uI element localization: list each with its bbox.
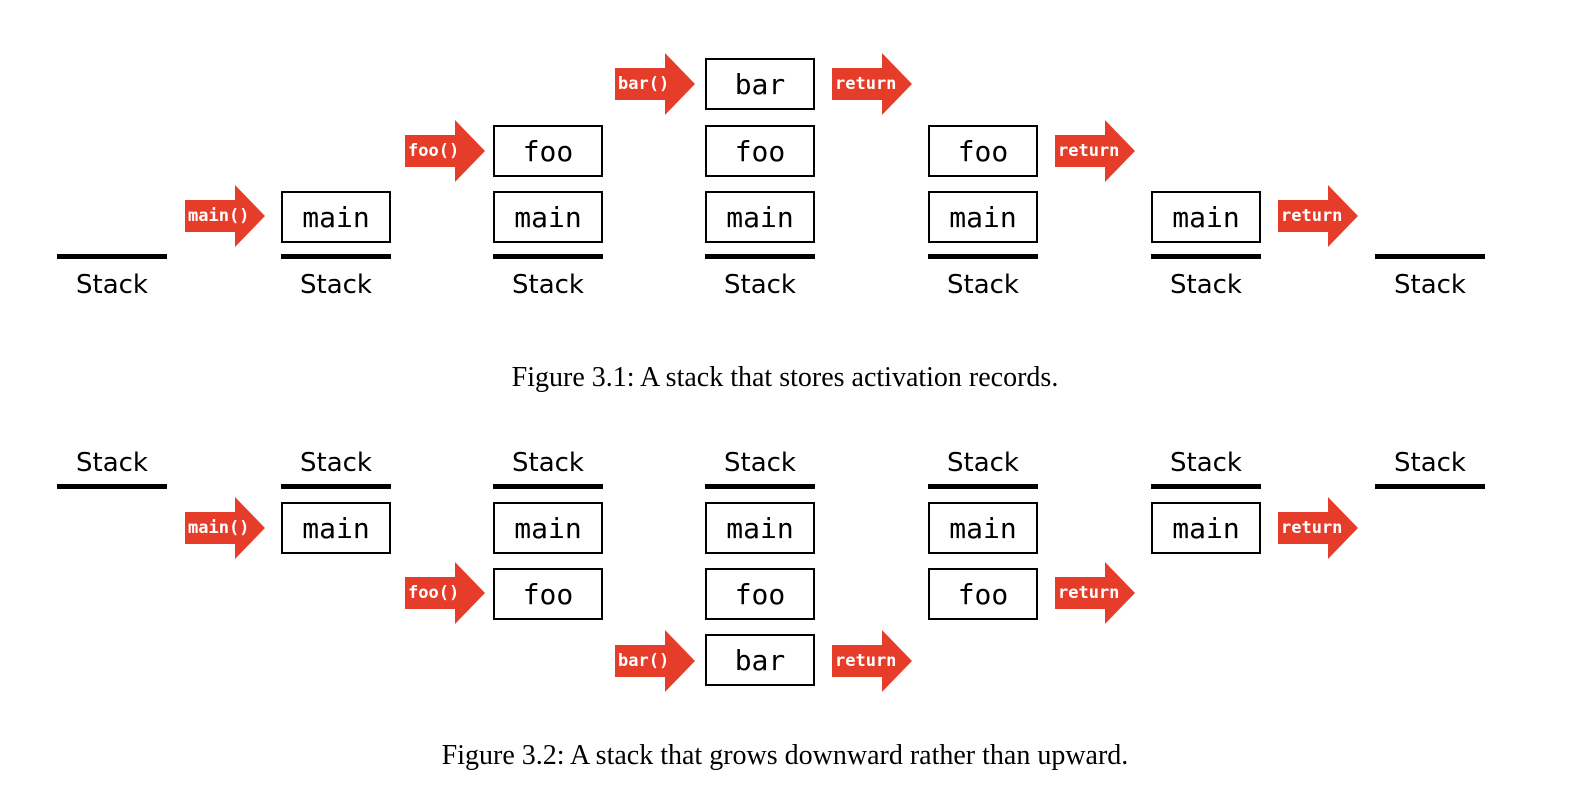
- figure2-arrow-0-label: main(): [188, 518, 250, 538]
- figure1-frame-foo-4: foo: [928, 125, 1038, 177]
- figure2-arrow-5-label: return: [1281, 518, 1343, 538]
- figure2-frame-foo-4: foo: [928, 568, 1038, 620]
- figure2-stack-base-3: [705, 484, 815, 489]
- figure1-stack-base-3: [705, 254, 815, 259]
- figure1-stack-label-4: Stack: [947, 270, 1019, 300]
- arrow-shape: [185, 497, 265, 559]
- figure1-stack-base-2: [493, 254, 603, 259]
- figure2-stack-label-0: Stack: [76, 448, 148, 478]
- figure2-arrow-3: return: [832, 630, 912, 692]
- arrow-shape: [1055, 120, 1135, 182]
- figure1-frame-main-2: main: [493, 191, 603, 243]
- figure1-stack-base-0: [57, 254, 167, 259]
- figure2-stack-base-4: [928, 484, 1038, 489]
- figure2-frame-main-2: main: [493, 502, 603, 554]
- figure2-frame-bar-3: bar: [705, 634, 815, 686]
- arrow-shape: [832, 630, 912, 692]
- figure1-frame-main-5: main: [1151, 191, 1261, 243]
- figure1-arrow-5: return: [1278, 185, 1358, 247]
- arrow-shape: [405, 562, 485, 624]
- figure2-frame-main-4: main: [928, 502, 1038, 554]
- arrow-shape: [1278, 497, 1358, 559]
- figure1-frame-foo-3: foo: [705, 125, 815, 177]
- figure1-arrow-1: foo(): [405, 120, 485, 182]
- figure2-arrow-2-label: bar(): [618, 651, 670, 671]
- figure1-frame-bar-3: bar: [705, 58, 815, 110]
- figure2-frame-foo-2: foo: [493, 568, 603, 620]
- figure1-arrow-5-label: return: [1281, 206, 1343, 226]
- figure1-arrow-2: bar(): [615, 53, 695, 115]
- figure2-arrow-1: foo(): [405, 562, 485, 624]
- figure-3-2-caption: Figure 3.2: A stack that grows downward …: [441, 740, 1129, 771]
- figure2-stack-label-3: Stack: [724, 448, 796, 478]
- arrow-shape: [1055, 562, 1135, 624]
- arrow-shape: [615, 630, 695, 692]
- figure1-frame-main-1: main: [281, 191, 391, 243]
- figure2-frame-foo-3: foo: [705, 568, 815, 620]
- figure1-stack-label-6: Stack: [1394, 270, 1466, 300]
- figure-3-1-caption: Figure 3.1: A stack that stores activati…: [511, 362, 1059, 393]
- figure2-arrow-1-label: foo(): [408, 583, 460, 603]
- figure2-stack-base-6: [1375, 484, 1485, 489]
- figure1-arrow-4: return: [1055, 120, 1135, 182]
- figure1-frame-foo-2: foo: [493, 125, 603, 177]
- figure1-stack-base-6: [1375, 254, 1485, 259]
- figure2-arrow-0: main(): [185, 497, 265, 559]
- figure1-stack-base-1: [281, 254, 391, 259]
- arrow-shape: [615, 53, 695, 115]
- figure1-stack-label-1: Stack: [300, 270, 372, 300]
- figure2-stack-label-2: Stack: [512, 448, 584, 478]
- arrow-shape: [1278, 185, 1358, 247]
- figure2-arrow-4: return: [1055, 562, 1135, 624]
- figure1-stack-base-4: [928, 254, 1038, 259]
- figure1-arrow-3-label: return: [835, 74, 897, 94]
- figure2-frame-main-3: main: [705, 502, 815, 554]
- figure1-stack-label-0: Stack: [76, 270, 148, 300]
- figure1-frame-main-4: main: [928, 191, 1038, 243]
- figure2-stack-base-0: [57, 484, 167, 489]
- figure2-frame-main-1: main: [281, 502, 391, 554]
- figure1-arrow-1-label: foo(): [408, 141, 460, 161]
- figure2-arrow-5: return: [1278, 497, 1358, 559]
- figure2-stack-base-5: [1151, 484, 1261, 489]
- figure1-arrow-3: return: [832, 53, 912, 115]
- figure1-stack-label-5: Stack: [1170, 270, 1242, 300]
- figure2-stack-label-5: Stack: [1170, 448, 1242, 478]
- figure1-stack-label-3: Stack: [724, 270, 796, 300]
- figure2-stack-label-4: Stack: [947, 448, 1019, 478]
- arrow-shape: [832, 53, 912, 115]
- figure1-arrow-2-label: bar(): [618, 74, 670, 94]
- figure1-arrow-0: main(): [185, 185, 265, 247]
- figure1-arrow-0-label: main(): [188, 206, 250, 226]
- arrow-shape: [185, 185, 265, 247]
- figure2-stack-base-2: [493, 484, 603, 489]
- figure2-stack-base-1: [281, 484, 391, 489]
- figure1-frame-main-3: main: [705, 191, 815, 243]
- figure2-arrow-2: bar(): [615, 630, 695, 692]
- figure2-stack-label-6: Stack: [1394, 448, 1466, 478]
- figure1-arrow-4-label: return: [1058, 141, 1120, 161]
- figure2-frame-main-5: main: [1151, 502, 1261, 554]
- figure1-stack-base-5: [1151, 254, 1261, 259]
- figure1-stack-label-2: Stack: [512, 270, 584, 300]
- arrow-shape: [405, 120, 485, 182]
- figure2-arrow-3-label: return: [835, 651, 897, 671]
- figure2-stack-label-1: Stack: [300, 448, 372, 478]
- figure2-arrow-4-label: return: [1058, 583, 1120, 603]
